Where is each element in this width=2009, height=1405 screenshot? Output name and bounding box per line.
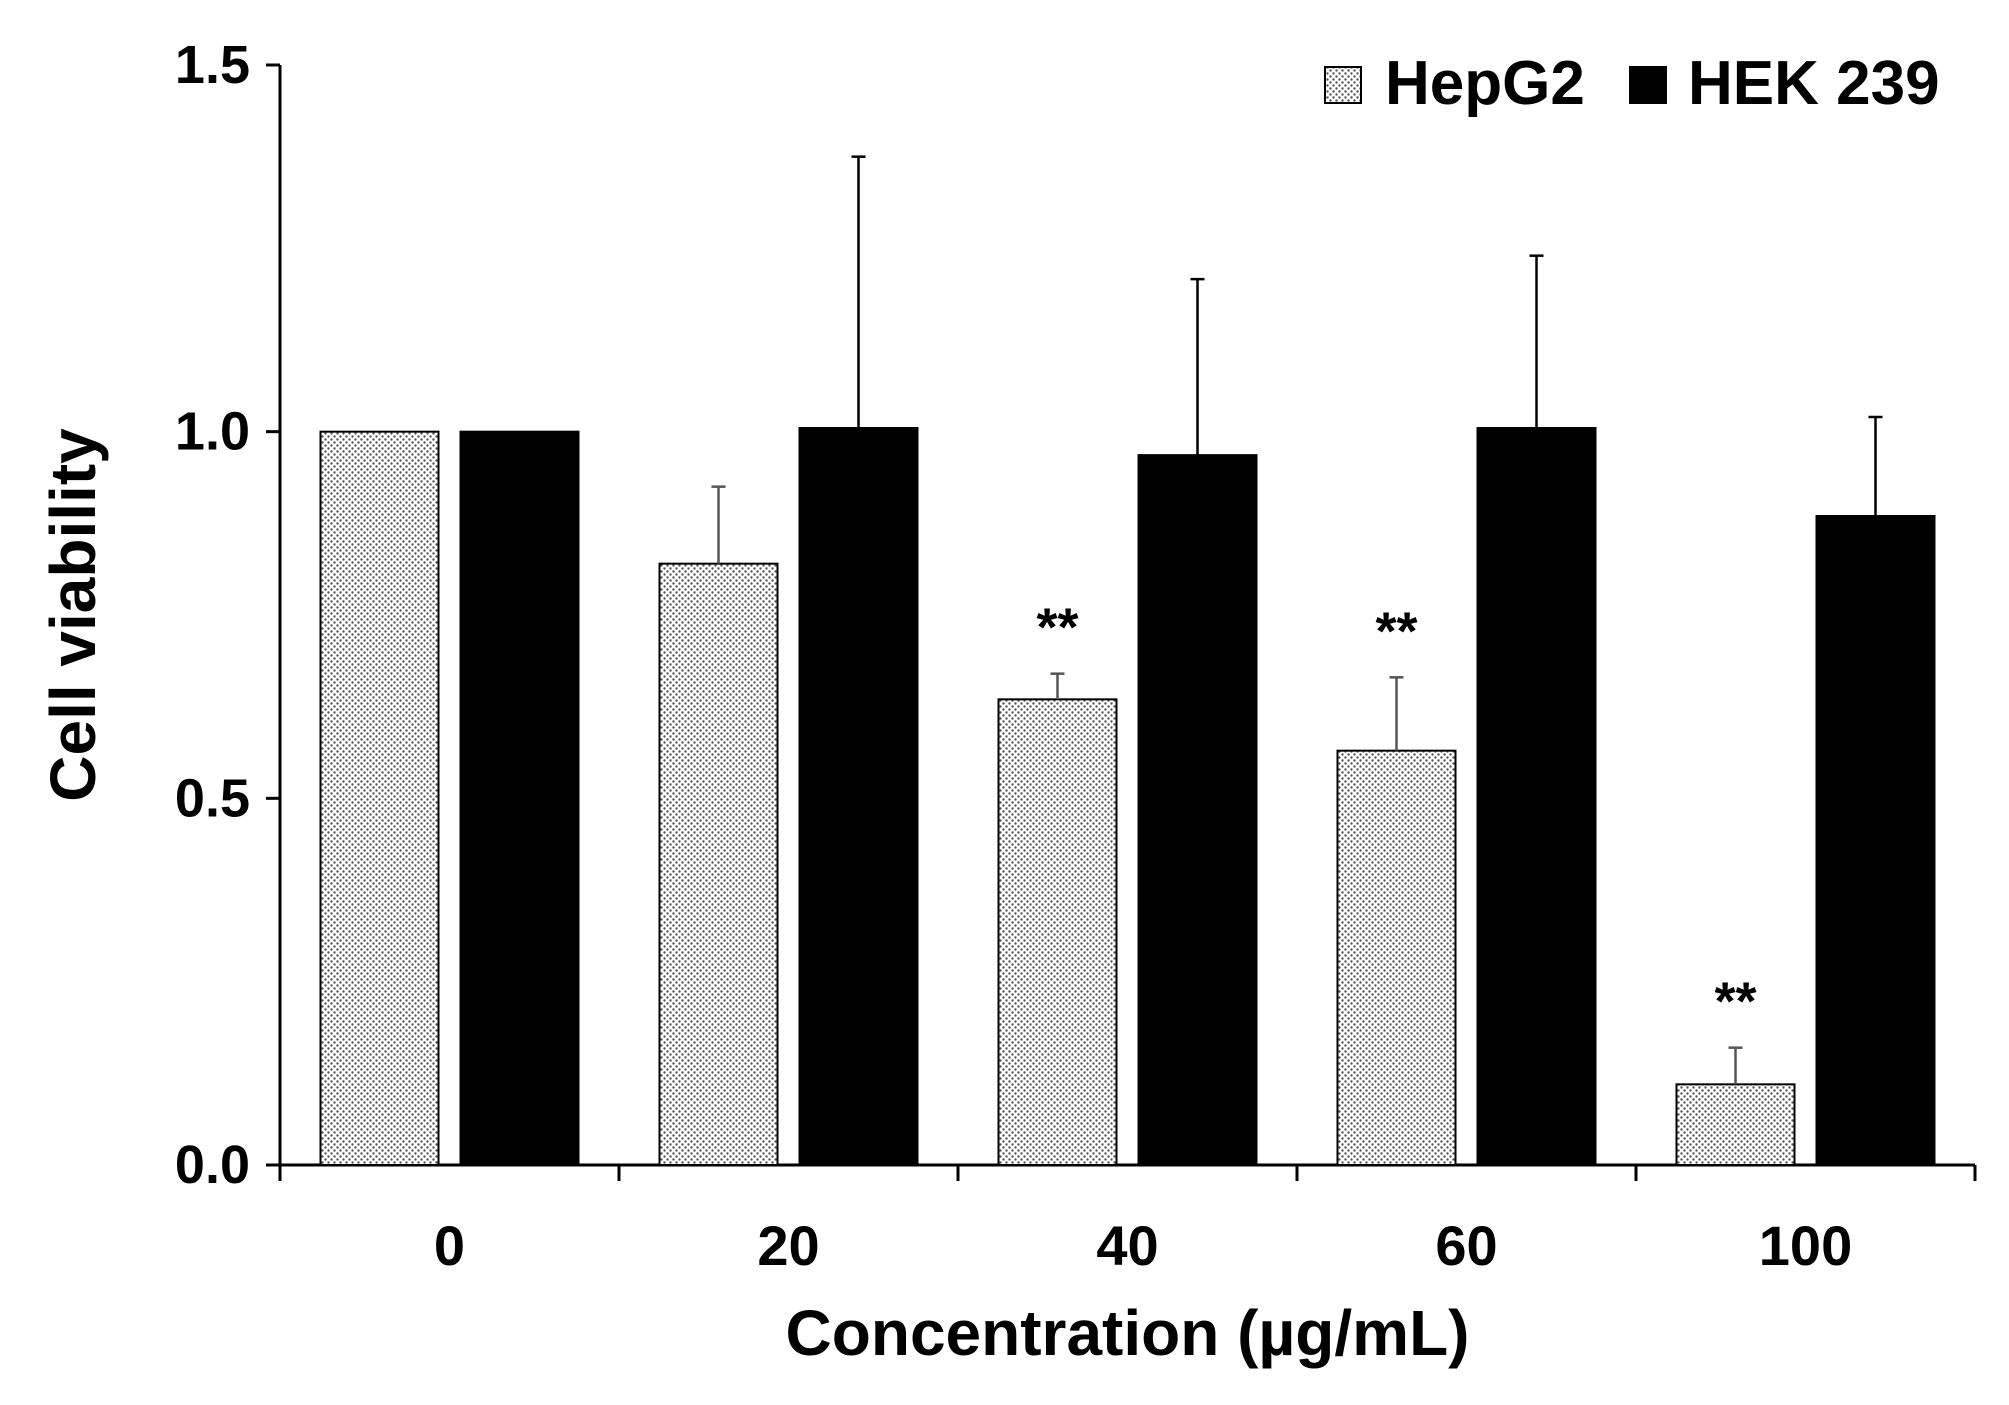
- labels: 0.0 0.5 1.0 1.5 0 20 40 60 100 Concentration (µg/…: [37, 35, 1852, 1369]
- bar-hek-239: [1476, 427, 1597, 1166]
- bar-hepg2: [319, 430, 440, 1166]
- y-tick-label: 1.0: [175, 402, 250, 462]
- bar-hepg2: [1336, 749, 1457, 1167]
- x-tick-label: 60: [1435, 1214, 1497, 1277]
- y-tick-label: 0.5: [175, 768, 250, 828]
- x-tick-label: 100: [1759, 1214, 1852, 1277]
- legend-label: HepG2: [1385, 49, 1585, 118]
- bar-hek-239: [798, 427, 919, 1166]
- legend-swatch-hek-239: [1629, 66, 1667, 104]
- bar-hek-239: [459, 430, 580, 1166]
- bar-hek-239: [1137, 454, 1258, 1166]
- bars: [319, 155, 1936, 1167]
- y-tick-label: 0.0: [175, 1135, 250, 1195]
- significance-label: **: [1375, 601, 1417, 661]
- y-tick-label: 1.5: [175, 35, 250, 95]
- legend-swatch-hepg2: [1324, 66, 1362, 104]
- significance-label: **: [1714, 972, 1756, 1032]
- x-tick-label: 0: [434, 1214, 465, 1277]
- bar-hepg2: [997, 698, 1118, 1166]
- significance-label: **: [1036, 598, 1078, 658]
- bar-hepg2: [658, 562, 779, 1166]
- x-axis-title: Concentration (µg/mL): [786, 1297, 1470, 1369]
- y-axis-title: Cell viability: [37, 428, 109, 802]
- legend-label: HEK 239: [1688, 49, 1940, 118]
- legend: HepG2 HEK 239: [1324, 49, 1940, 118]
- x-tick-label: 20: [757, 1214, 819, 1277]
- bar-hepg2: [1675, 1083, 1796, 1167]
- bar-hek-239: [1815, 515, 1936, 1166]
- x-tick-label: 40: [1096, 1214, 1158, 1277]
